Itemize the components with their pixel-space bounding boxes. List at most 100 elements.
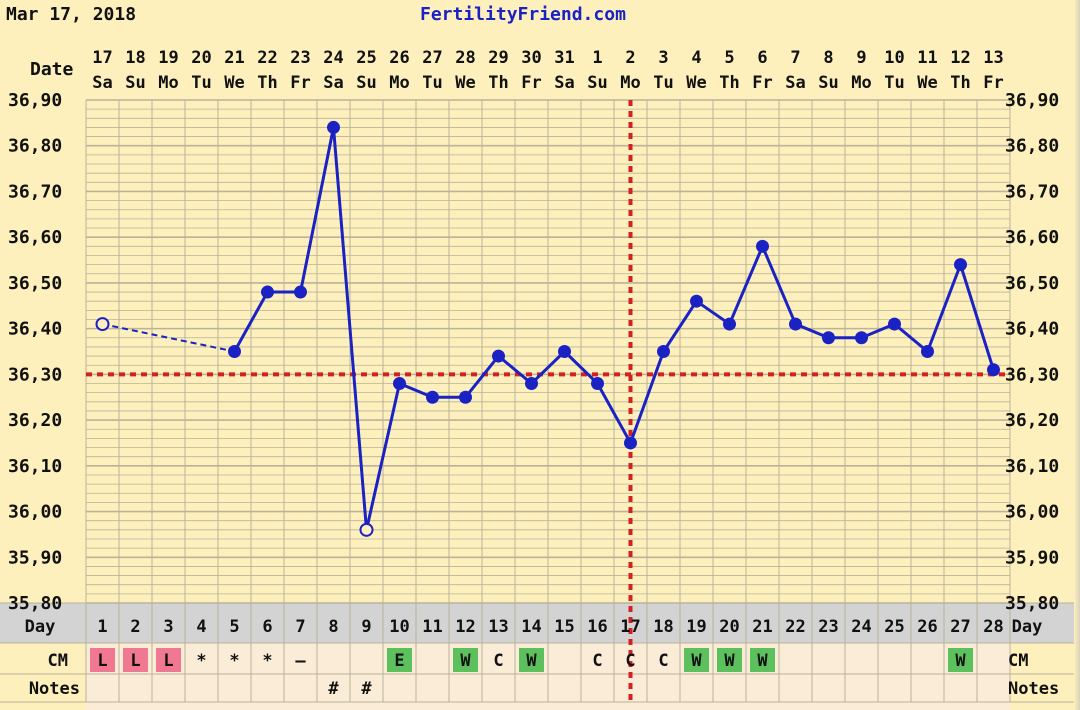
cm-value: W xyxy=(724,651,735,671)
weekday-tick: Sa xyxy=(92,73,112,93)
weekday-tick: We xyxy=(455,73,475,93)
temp-point[interactable] xyxy=(492,349,505,363)
day-row-label: Day xyxy=(25,617,56,637)
cycle-day-tick: 12 xyxy=(455,617,475,637)
weekday-tick: Th xyxy=(719,73,739,93)
series-segment xyxy=(102,323,235,353)
y-tick-right: 35,80 xyxy=(1005,593,1059,614)
temp-point[interactable] xyxy=(624,436,637,450)
temp-point[interactable] xyxy=(525,377,538,391)
temp-point[interactable] xyxy=(954,258,967,272)
cm-row-label-right: CM xyxy=(1008,651,1028,671)
y-tick-right: 36,90 xyxy=(1005,90,1059,111)
series-segment xyxy=(365,383,401,531)
cm-value: E xyxy=(394,651,404,671)
y-tick-left: 36,70 xyxy=(8,181,62,202)
weekday-tick: Su xyxy=(587,73,607,93)
weekday-tick: Sa xyxy=(785,73,805,93)
date-tick: 7 xyxy=(790,48,800,68)
y-tick-left: 36,00 xyxy=(8,502,62,523)
cycle-day-tick: 20 xyxy=(719,617,739,637)
y-tick-left: 36,40 xyxy=(8,319,62,340)
temp-point-open[interactable] xyxy=(359,522,374,537)
y-tick-left: 36,10 xyxy=(8,456,62,477)
cm-value: W xyxy=(526,651,537,671)
cycle-day-tick: 24 xyxy=(851,617,871,637)
y-tick-left: 35,80 xyxy=(8,593,62,614)
cycle-day-tick: 2 xyxy=(130,617,140,637)
temp-point[interactable] xyxy=(558,345,571,358)
temp-point[interactable] xyxy=(756,239,769,253)
date-tick: 27 xyxy=(422,48,442,68)
cm-cell-bg xyxy=(519,648,544,672)
temp-point[interactable] xyxy=(294,285,307,299)
weekday-tick: Fr xyxy=(983,73,1003,93)
y-tick-right: 36,20 xyxy=(1005,410,1059,431)
chart-date: Mar 17, 2018 xyxy=(6,4,137,25)
note-mark: # xyxy=(328,679,339,699)
temp-point[interactable] xyxy=(789,317,802,331)
weekday-tick: Mo xyxy=(851,73,871,93)
temp-point[interactable] xyxy=(921,345,934,358)
y-tick-right: 36,10 xyxy=(1005,456,1059,477)
y-tick-left: 36,30 xyxy=(8,364,62,385)
y-tick-right: 36,80 xyxy=(1005,136,1059,157)
weekday-tick: Tu xyxy=(884,73,904,93)
temp-point[interactable] xyxy=(591,377,604,391)
cm-value: C xyxy=(592,651,602,671)
temp-point[interactable] xyxy=(690,294,703,308)
temp-point[interactable] xyxy=(261,285,274,299)
series-segment xyxy=(530,350,566,385)
series-segment xyxy=(959,264,995,371)
cm-cell-bg xyxy=(750,648,775,672)
cycle-day-tick: 21 xyxy=(752,617,772,637)
series-segment xyxy=(728,245,764,325)
chart-grid xyxy=(0,99,1080,703)
cm-cell-bg xyxy=(90,648,115,672)
cycle-day-tick: 16 xyxy=(587,617,607,637)
series-segment xyxy=(662,300,698,353)
site-link[interactable]: FertilityFriend.com xyxy=(420,4,626,25)
temp-point[interactable] xyxy=(723,317,736,331)
cycle-day-tick: 11 xyxy=(422,617,442,637)
date-tick: 10 xyxy=(884,48,904,68)
axis-labels: 17 18 19 20 21 22 23 24 25 26 27 28 29 30 31 1 2 3 4 5 6 7 8 9 1… xyxy=(8,48,1059,614)
temp-point[interactable] xyxy=(426,390,439,404)
temp-point[interactable] xyxy=(888,317,901,331)
temp-point[interactable] xyxy=(822,331,835,345)
date-tick: 2 xyxy=(625,48,635,68)
temp-point[interactable] xyxy=(228,345,241,358)
cycle-day-tick: 13 xyxy=(488,617,508,637)
temp-point[interactable] xyxy=(657,345,670,358)
temp-point[interactable] xyxy=(459,390,472,404)
weekday-tick: Mo xyxy=(620,73,640,93)
date-tick: 20 xyxy=(191,48,211,68)
series-segment xyxy=(629,350,665,444)
cm-cell-bg xyxy=(453,648,478,672)
weekday-tick: We xyxy=(686,73,706,93)
temp-point[interactable] xyxy=(855,331,868,345)
temp-point[interactable] xyxy=(393,377,406,391)
cm-value: * xyxy=(262,651,272,671)
day-row-label-right: Day xyxy=(1012,617,1043,637)
date-tick: 19 xyxy=(158,48,178,68)
cm-value: L xyxy=(163,651,173,671)
cm-value: W xyxy=(955,651,966,671)
cycle-day-tick: 10 xyxy=(389,617,409,637)
date-tick: 9 xyxy=(856,48,866,68)
cycle-day-tick: 15 xyxy=(554,617,574,637)
temp-point[interactable] xyxy=(987,363,1000,377)
cm-value: C xyxy=(625,651,635,671)
temp-point-open[interactable] xyxy=(95,317,110,332)
series-segment xyxy=(695,299,731,326)
weekday-tick: Mo xyxy=(389,73,409,93)
y-tick-right: 36,60 xyxy=(1005,227,1059,248)
temp-point[interactable] xyxy=(327,120,340,134)
date-tick: 28 xyxy=(455,48,475,68)
cycle-day-tick: 7 xyxy=(295,617,305,637)
cm-row-label: CM xyxy=(48,651,68,671)
series-segment xyxy=(233,291,269,353)
y-tick-right: 36,40 xyxy=(1005,319,1059,340)
cm-value: * xyxy=(196,651,206,671)
